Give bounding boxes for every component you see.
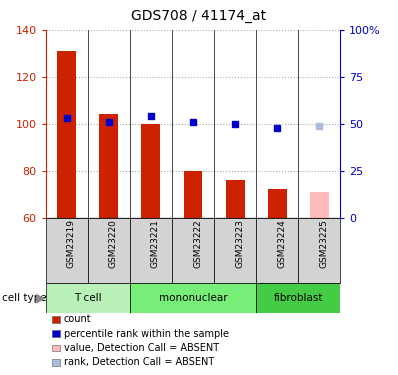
Bar xyxy=(214,217,256,283)
Text: percentile rank within the sample: percentile rank within the sample xyxy=(64,329,229,339)
Text: GDS708 / 41174_at: GDS708 / 41174_at xyxy=(131,9,267,23)
Text: GSM23222: GSM23222 xyxy=(193,219,202,268)
Text: GSM23219: GSM23219 xyxy=(67,219,76,268)
Bar xyxy=(268,189,287,217)
Text: T cell: T cell xyxy=(74,293,101,303)
Bar xyxy=(172,217,214,283)
Bar xyxy=(130,217,172,283)
Text: GSM23220: GSM23220 xyxy=(109,219,118,268)
Bar xyxy=(100,114,118,218)
Bar xyxy=(142,124,160,218)
Text: GSM23223: GSM23223 xyxy=(235,219,244,268)
Text: value, Detection Call = ABSENT: value, Detection Call = ABSENT xyxy=(64,343,219,353)
Bar xyxy=(46,217,88,283)
Text: count: count xyxy=(64,315,91,324)
Bar xyxy=(298,217,340,283)
Text: GSM23221: GSM23221 xyxy=(151,219,160,268)
Bar xyxy=(183,171,203,217)
Bar xyxy=(226,180,244,218)
Bar xyxy=(256,217,298,283)
Bar xyxy=(310,192,329,217)
Text: fibroblast: fibroblast xyxy=(273,293,323,303)
Text: GSM23224: GSM23224 xyxy=(277,219,286,268)
Text: cell type: cell type xyxy=(2,293,47,303)
Bar xyxy=(130,283,256,313)
Text: ▶: ▶ xyxy=(36,292,46,304)
Bar xyxy=(256,283,340,313)
Text: mononuclear: mononuclear xyxy=(159,293,227,303)
Bar xyxy=(46,283,130,313)
Bar xyxy=(57,51,76,217)
Text: rank, Detection Call = ABSENT: rank, Detection Call = ABSENT xyxy=(64,357,214,367)
Text: GSM23225: GSM23225 xyxy=(319,219,328,268)
Bar xyxy=(88,217,130,283)
